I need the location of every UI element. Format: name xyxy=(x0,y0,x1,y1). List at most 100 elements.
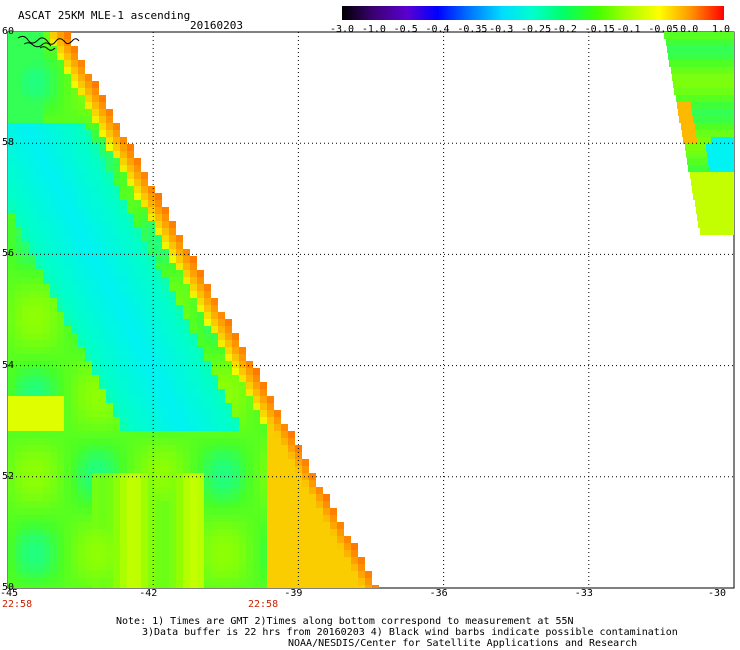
swath-cell xyxy=(43,319,50,326)
swath-cell xyxy=(141,466,148,473)
swath-cell xyxy=(15,249,22,256)
swath-cell xyxy=(197,417,204,424)
swath-cell xyxy=(190,494,197,501)
swath-cell xyxy=(204,389,211,396)
swath-cell xyxy=(724,53,731,60)
swath-cell xyxy=(15,522,22,529)
swath-cell xyxy=(50,375,57,382)
swath-cell xyxy=(141,179,148,186)
swath-cell xyxy=(204,347,211,354)
swath-cell xyxy=(50,578,57,585)
swath-cell xyxy=(120,193,127,200)
swath-cell xyxy=(57,487,64,494)
swath-cell xyxy=(246,515,253,522)
swath-cell xyxy=(155,578,162,585)
swath-cell xyxy=(78,158,85,165)
swath-cell xyxy=(113,298,120,305)
swath-cell xyxy=(127,578,134,585)
swath-cell xyxy=(197,571,204,578)
swath-cell xyxy=(183,508,190,515)
swath-cell xyxy=(688,46,695,53)
swath-cell xyxy=(8,179,15,186)
swath-cell xyxy=(36,95,43,102)
swath-cell xyxy=(316,529,323,536)
swath-cell xyxy=(71,95,78,102)
swath-cell xyxy=(225,410,232,417)
swath-cell xyxy=(120,529,127,536)
swath-cell xyxy=(176,550,183,557)
swath-cell xyxy=(716,200,723,207)
swath-cell xyxy=(120,396,127,403)
swath-cell xyxy=(99,438,106,445)
swath-cell xyxy=(232,347,239,354)
swath-cell xyxy=(162,228,169,235)
swath-cell xyxy=(274,543,281,550)
swath-cell xyxy=(728,151,734,158)
swath-cell xyxy=(71,501,78,508)
swath-cell xyxy=(106,270,113,277)
swath-cell xyxy=(162,340,169,347)
swath-cell xyxy=(50,403,57,410)
swath-cell xyxy=(113,256,120,263)
swath-cell xyxy=(267,417,274,424)
swath-cell xyxy=(190,578,197,585)
swath-cell xyxy=(697,214,704,221)
swath-cell xyxy=(113,284,120,291)
swath-cell xyxy=(239,417,246,424)
swath-cell xyxy=(50,340,57,347)
swath-cell xyxy=(15,480,22,487)
swath-cell xyxy=(169,417,176,424)
swath-cell xyxy=(120,340,127,347)
swath-cell xyxy=(43,109,50,116)
swath-cell xyxy=(155,522,162,529)
swath-cell xyxy=(15,74,22,81)
swath-cell xyxy=(120,165,127,172)
swath-cell xyxy=(344,571,351,578)
swath-cell xyxy=(99,193,106,200)
swath-cell xyxy=(113,179,120,186)
swath-cell xyxy=(211,550,218,557)
swath-cell xyxy=(190,480,197,487)
swath-cell xyxy=(43,242,50,249)
swath-cell xyxy=(50,102,57,109)
swath-cell xyxy=(721,151,728,158)
swath-cell xyxy=(22,396,29,403)
swath-cell xyxy=(29,137,36,144)
swath-cell xyxy=(113,452,120,459)
swath-cell xyxy=(29,67,36,74)
swath-cell xyxy=(71,165,78,172)
swath-cell xyxy=(169,431,176,438)
lat-lon-grid xyxy=(8,32,734,588)
swath-cell xyxy=(64,389,71,396)
swath-cell xyxy=(267,438,274,445)
swath-cell xyxy=(253,571,260,578)
swath-cell xyxy=(15,102,22,109)
swath-cell xyxy=(36,144,43,151)
swath-cell xyxy=(253,403,260,410)
swath-cell xyxy=(358,571,365,578)
swath-cell xyxy=(351,543,358,550)
swath-cell xyxy=(274,431,281,438)
swath-cell xyxy=(99,291,106,298)
swath-cell xyxy=(8,354,15,361)
swath-cell xyxy=(720,67,727,74)
swath-cell xyxy=(43,249,50,256)
swath-cell xyxy=(64,39,71,46)
swath-cell xyxy=(176,305,183,312)
swath-cell xyxy=(64,459,71,466)
swath-cell xyxy=(22,340,29,347)
swath-cell xyxy=(22,235,29,242)
swath-cell xyxy=(685,144,692,151)
swath-cell xyxy=(36,109,43,116)
swath-cell xyxy=(176,417,183,424)
swath-cell xyxy=(127,368,134,375)
swath-cell xyxy=(15,200,22,207)
swath-cell xyxy=(218,480,225,487)
swath-cell xyxy=(99,557,106,564)
swath-cell xyxy=(197,403,204,410)
swath-cell xyxy=(155,389,162,396)
swath-cell xyxy=(92,95,99,102)
swath-cell xyxy=(288,564,295,571)
swath-cell xyxy=(295,578,302,585)
swath-cell xyxy=(99,200,106,207)
